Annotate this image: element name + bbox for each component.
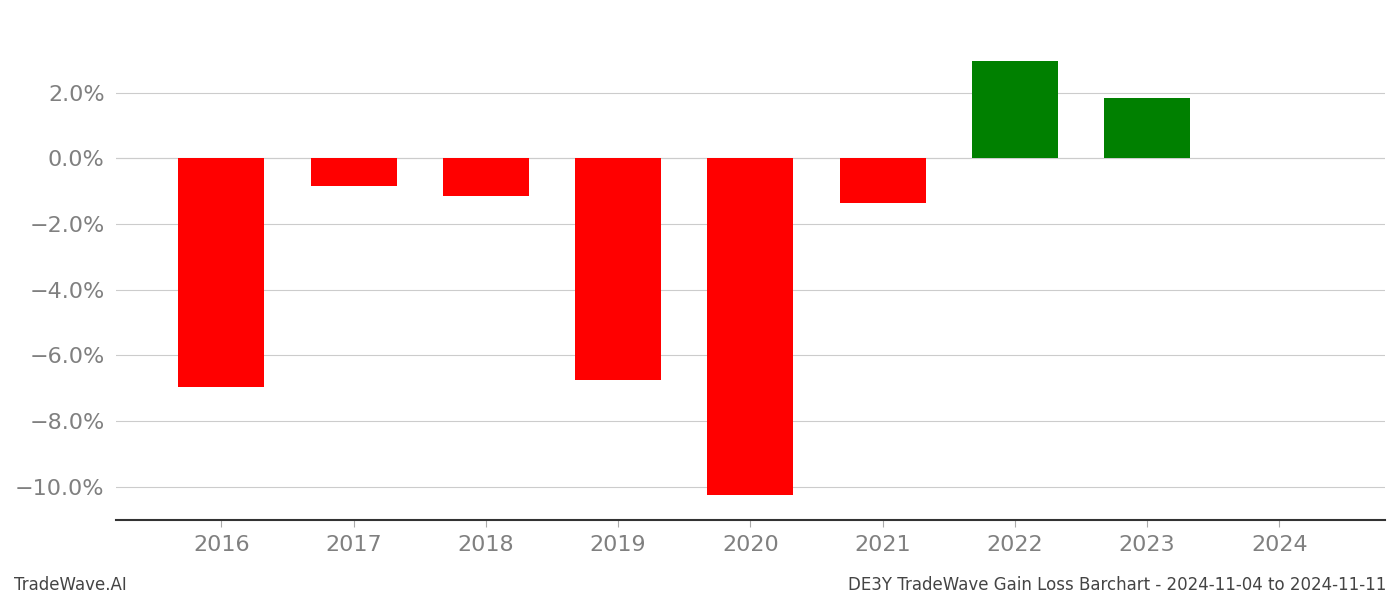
Bar <box>1105 98 1190 158</box>
Bar <box>311 158 396 187</box>
Bar <box>840 158 925 203</box>
Bar <box>442 158 529 196</box>
Text: TradeWave.AI: TradeWave.AI <box>14 576 127 594</box>
Bar <box>707 158 794 495</box>
Bar <box>178 158 265 386</box>
Bar <box>972 61 1058 158</box>
Text: DE3Y TradeWave Gain Loss Barchart - 2024-11-04 to 2024-11-11: DE3Y TradeWave Gain Loss Barchart - 2024… <box>847 576 1386 594</box>
Bar <box>575 158 661 380</box>
